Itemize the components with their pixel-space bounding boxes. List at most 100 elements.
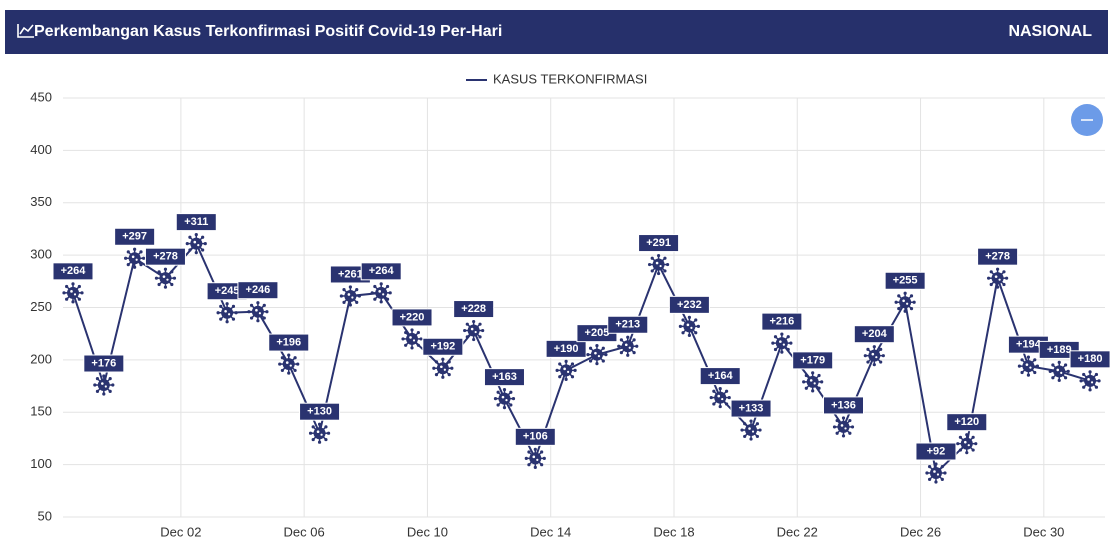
value-label: +196 <box>276 336 301 348</box>
virus-spike-tip <box>542 456 546 460</box>
virus-spot <box>382 293 385 296</box>
virus-spike-tip <box>111 383 115 387</box>
virus-spike-tip <box>909 307 914 311</box>
virus-spike-tip <box>163 285 168 289</box>
value-label: +245 <box>215 285 240 297</box>
virus-marker <box>1079 370 1101 392</box>
virus-spot <box>166 278 169 281</box>
virus-marker <box>124 247 146 269</box>
virus-spike-tip <box>139 263 143 267</box>
virus-spike-tip <box>247 310 251 314</box>
virus-spike-tip <box>154 276 159 280</box>
virus-spike-tip <box>509 390 513 394</box>
virus-spike-tip <box>850 425 855 429</box>
virus-spot <box>409 336 412 339</box>
virus-spike-tip <box>481 328 485 333</box>
virus-spike-tip <box>201 235 205 239</box>
value-label: +136 <box>831 399 856 411</box>
virus-marker <box>401 328 423 350</box>
virus-spike-tip <box>940 477 944 481</box>
virus-spike-tip <box>934 462 938 466</box>
virus-marker <box>308 422 331 444</box>
virus-marker <box>370 282 392 304</box>
virus-spike-tip <box>604 353 608 357</box>
virus-marker <box>493 388 516 410</box>
virus-spike-tip <box>80 291 84 295</box>
y-tick-label: 450 <box>30 89 52 104</box>
virus-spike-tip <box>925 471 929 475</box>
virus-spike-tip <box>773 335 778 339</box>
virus-spot <box>289 364 292 367</box>
virus-spike-tip <box>124 256 128 260</box>
point <box>97 379 110 392</box>
virus-spike-tip <box>441 375 445 379</box>
virus-spike-tip <box>71 300 75 304</box>
virus-spike-tip <box>342 300 346 304</box>
virus-spike-tip <box>681 331 685 335</box>
virus-spike-tip <box>1002 270 1006 274</box>
virus-spike-tip <box>909 294 914 298</box>
virus-spike-tip <box>317 440 322 444</box>
value-label-box <box>144 247 186 266</box>
virus-spike-tip <box>450 366 454 370</box>
virus-spike-tip <box>324 425 328 429</box>
virus-spike-tip <box>989 270 993 274</box>
virus-spike-tip <box>1057 378 1061 382</box>
value-label-box <box>1038 340 1080 359</box>
point <box>991 272 1004 285</box>
value-label-box <box>360 262 402 281</box>
x-tick-label: Dec 10 <box>407 524 448 539</box>
virus-spike-tip <box>863 354 867 358</box>
virus-spike-tip <box>897 294 901 298</box>
virus-spike-tip <box>1064 376 1068 380</box>
virus-spike-tip <box>311 425 315 429</box>
point <box>1053 365 1066 378</box>
header-title: Perkembangan Kasus Terkonfirmasi Positif… <box>34 23 502 40</box>
virus-spot <box>567 370 570 373</box>
virus-spot <box>351 296 354 299</box>
virus-spot <box>809 379 813 382</box>
virus-spike-tip <box>496 390 500 394</box>
virus-spike-tip <box>832 425 837 429</box>
virus-spike-tip <box>601 346 605 350</box>
virus-spike-tip <box>447 373 451 377</box>
virus-spike-tip <box>287 353 291 357</box>
value-label-box <box>699 367 741 386</box>
virus-spike-tip <box>509 403 513 407</box>
virus-spike-tip <box>989 282 993 287</box>
point <box>775 337 788 350</box>
virus-spike-tip <box>163 267 168 271</box>
virus-spot <box>285 361 289 364</box>
point <box>590 348 603 361</box>
virus-spike-tip <box>712 389 716 393</box>
virus-spike-tip <box>903 291 907 295</box>
y-tick-label: 350 <box>30 194 52 209</box>
virus-spot <box>224 309 227 313</box>
virus-spike-tip <box>996 285 1000 289</box>
value-label: +255 <box>893 275 918 287</box>
virus-spike-tip <box>256 301 260 305</box>
virus-spike-tip <box>527 450 531 454</box>
value-label-box <box>977 247 1019 266</box>
virus-spike-tip <box>317 422 322 426</box>
virus-spot <box>659 264 662 268</box>
value-label: +261 <box>338 268 363 280</box>
virus-spot <box>751 430 755 433</box>
virus-spike-tip <box>170 270 174 274</box>
virus-spike-tip <box>1057 360 1061 364</box>
virus-spike-tip <box>749 437 753 441</box>
x-tick-label: Dec 18 <box>653 524 694 539</box>
virus-spike-tip <box>296 362 300 366</box>
value-label: +163 <box>492 371 517 383</box>
virus-spike-tip <box>1051 363 1055 367</box>
virus-spike-tip <box>511 397 516 401</box>
point <box>929 467 942 480</box>
virus-marker <box>832 416 855 438</box>
virus-spike-tip <box>1020 370 1024 375</box>
point <box>652 258 665 271</box>
virus-spot <box>936 473 940 476</box>
virus-spike-tip <box>1026 373 1031 377</box>
virus-spike-tip <box>650 269 654 273</box>
virus-spike-tip <box>758 428 762 432</box>
virus-marker <box>463 319 485 342</box>
